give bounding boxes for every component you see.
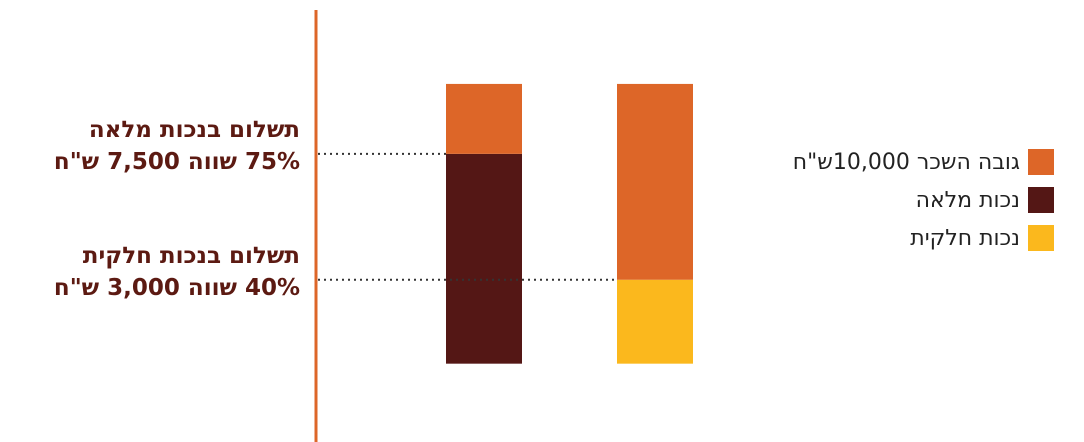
bar-1-full-disability-segment bbox=[446, 153, 522, 364]
partial-disability-annotation-title: תשלום בנכות חלקית bbox=[82, 242, 300, 269]
legend-label-full-disability: נכות מלאה bbox=[915, 187, 1020, 213]
bar-1-salary-segment bbox=[446, 83, 522, 154]
full-disability-annotation-value: 75% שווה 7,500 ש"ח bbox=[53, 148, 300, 175]
legend: גובה השכר 10,000ש"ח נכות מלאה נכות חלקית bbox=[793, 148, 1054, 262]
legend-swatch-salary bbox=[1028, 149, 1054, 175]
legend-item-partial-disability: נכות חלקית bbox=[793, 224, 1054, 252]
legend-label-salary: גובה השכר 10,000ש"ח bbox=[792, 149, 1020, 175]
full-disability-annotation-title: תשלום בנכות מלאה bbox=[88, 116, 300, 143]
partial-disability-annotation-value: 40% שווה 3,000 ש"ח bbox=[53, 274, 300, 301]
legend-label-partial-disability: נכות חלקית bbox=[910, 225, 1020, 251]
legend-swatch-partial-disability bbox=[1028, 225, 1054, 251]
legend-item-salary: גובה השכר 10,000ש"ח bbox=[793, 148, 1054, 176]
partial-disability-annotation: תשלום בנכות חלקית 40% שווה 3,000 ש"ח bbox=[54, 240, 300, 304]
full-disability-annotation: תשלום בנכות מלאה 75% שווה 7,500 ש"ח bbox=[54, 114, 300, 178]
legend-item-full-disability: נכות מלאה bbox=[793, 186, 1054, 214]
guide-lines bbox=[318, 152, 617, 281]
bars-group bbox=[446, 83, 693, 364]
bar-2-partial-disability-segment bbox=[617, 279, 693, 364]
bar-2-salary-segment bbox=[617, 83, 693, 280]
legend-swatch-full-disability bbox=[1028, 187, 1054, 213]
